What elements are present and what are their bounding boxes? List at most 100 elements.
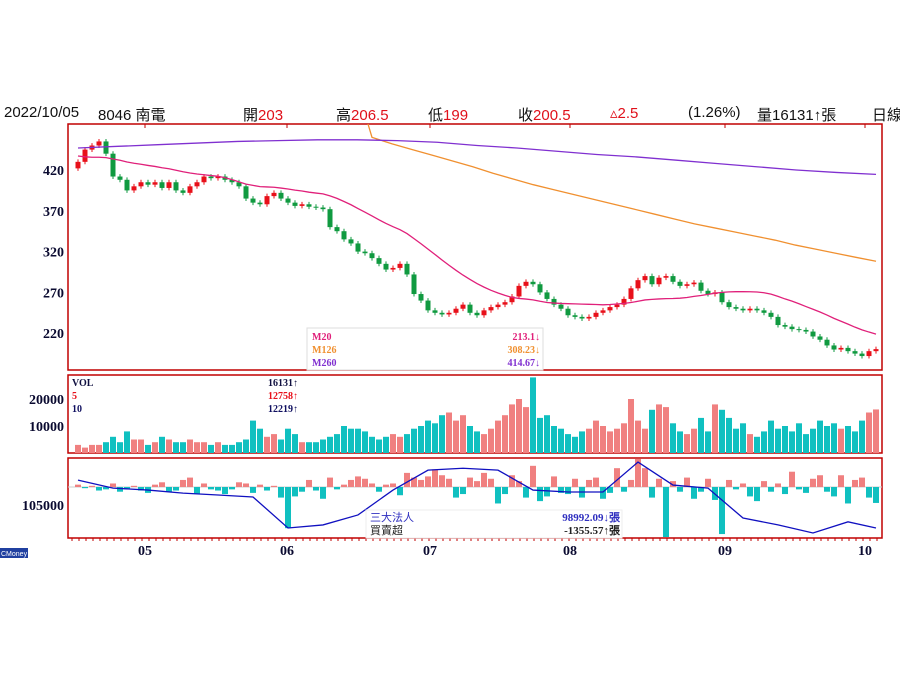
brand-logo — [0, 548, 28, 558]
net-bar — [257, 484, 263, 487]
net-bar — [495, 487, 501, 504]
candle-up — [82, 149, 88, 162]
net-bar — [607, 487, 613, 493]
volume-bar — [334, 434, 340, 453]
candle-down — [740, 308, 746, 311]
volume-bar — [607, 431, 613, 453]
ma-legend-name: M126 — [312, 345, 336, 356]
low-price: 低199 — [428, 107, 469, 124]
volume-bar — [663, 407, 669, 453]
net-bar — [264, 487, 270, 491]
candle-up — [586, 316, 592, 319]
volume-legend-name: VOL — [72, 378, 94, 389]
net-bar — [194, 487, 200, 495]
net-bar — [348, 479, 354, 487]
candle-up — [166, 182, 172, 188]
candle-down — [754, 308, 760, 311]
net-bar — [313, 487, 319, 491]
volume-bar — [551, 426, 557, 453]
candle-up — [838, 347, 844, 350]
net-bar — [614, 468, 620, 487]
volume-bar — [243, 439, 249, 453]
candle-up — [187, 186, 193, 193]
net-bar — [376, 487, 382, 492]
net-bar — [369, 483, 375, 487]
volume-bar — [670, 423, 676, 453]
close-price: 收200.5 — [518, 107, 571, 124]
candle-up — [509, 296, 515, 303]
price-y-tick: 370 — [43, 205, 64, 220]
candle-down — [306, 204, 312, 207]
volume-bar — [495, 420, 501, 453]
x-tick-label: 07 — [423, 544, 437, 559]
x-tick-label: 06 — [280, 544, 294, 559]
ma-legend-box — [306, 327, 544, 371]
candle-up — [621, 298, 627, 305]
candle-up — [264, 196, 270, 205]
volume-bar — [733, 428, 739, 453]
net-bar — [159, 482, 165, 487]
ma-legend-value: 213.1↓ — [513, 332, 541, 343]
volume-legend-value: 12219↑ — [268, 404, 298, 415]
volume-bar — [852, 431, 858, 453]
candle-down — [530, 281, 536, 285]
candle-down — [558, 304, 564, 309]
net-bar — [383, 484, 389, 487]
volume: 量16131↑張 — [757, 107, 837, 124]
candle-down — [649, 276, 655, 285]
net-bar — [775, 483, 781, 487]
net-bar — [670, 481, 676, 487]
volume-bar — [873, 409, 879, 453]
volume-bar — [152, 442, 158, 453]
net-bar — [481, 472, 487, 487]
volume-bar — [474, 431, 480, 453]
net-bar — [362, 478, 368, 487]
price-y-tick: 420 — [43, 164, 64, 179]
volume-bar — [131, 439, 137, 453]
candle-up — [866, 351, 872, 357]
candle-down — [551, 298, 557, 305]
net-bar — [754, 487, 760, 502]
volume-bar — [439, 415, 445, 453]
net-bar — [187, 477, 193, 487]
net-bar — [222, 487, 228, 495]
net-bar — [103, 487, 109, 490]
net-bar — [425, 476, 431, 487]
candle-down — [278, 192, 284, 199]
candle-down — [285, 198, 291, 203]
candle-down — [572, 315, 578, 317]
volume-bar — [593, 420, 599, 453]
net-bar — [418, 479, 424, 487]
inst-legend-name: 買賣超 — [370, 523, 403, 537]
volume-bar — [677, 431, 683, 453]
candle-down — [677, 281, 683, 286]
volume-bar — [824, 426, 830, 453]
candle-up — [691, 282, 697, 285]
candle-down — [159, 182, 165, 188]
candle-up — [75, 161, 81, 169]
candle-down — [103, 141, 109, 154]
volume-bar — [397, 436, 403, 453]
volume-bar — [761, 431, 767, 453]
volume-bar — [768, 420, 774, 453]
candle-down — [383, 263, 389, 270]
volume-bar — [565, 434, 571, 453]
inst-legend-name: 三大法人 — [370, 510, 414, 524]
volume-bar — [89, 444, 95, 453]
volume-bar — [740, 423, 746, 453]
net-bar — [334, 487, 340, 490]
volume-bar — [537, 417, 543, 453]
volume-bar — [642, 428, 648, 453]
volume-bar — [691, 428, 697, 453]
volume-bar — [166, 439, 172, 453]
candle-up — [628, 288, 634, 299]
volume-legend-name: 5 — [72, 391, 77, 402]
candle-up — [747, 308, 753, 311]
candle-down — [789, 326, 795, 330]
volume-bar — [796, 423, 802, 453]
volume-bar — [838, 428, 844, 453]
candle-up — [194, 182, 200, 187]
net-bar — [859, 477, 865, 487]
net-bar — [299, 487, 305, 492]
volume-bar — [320, 439, 326, 453]
